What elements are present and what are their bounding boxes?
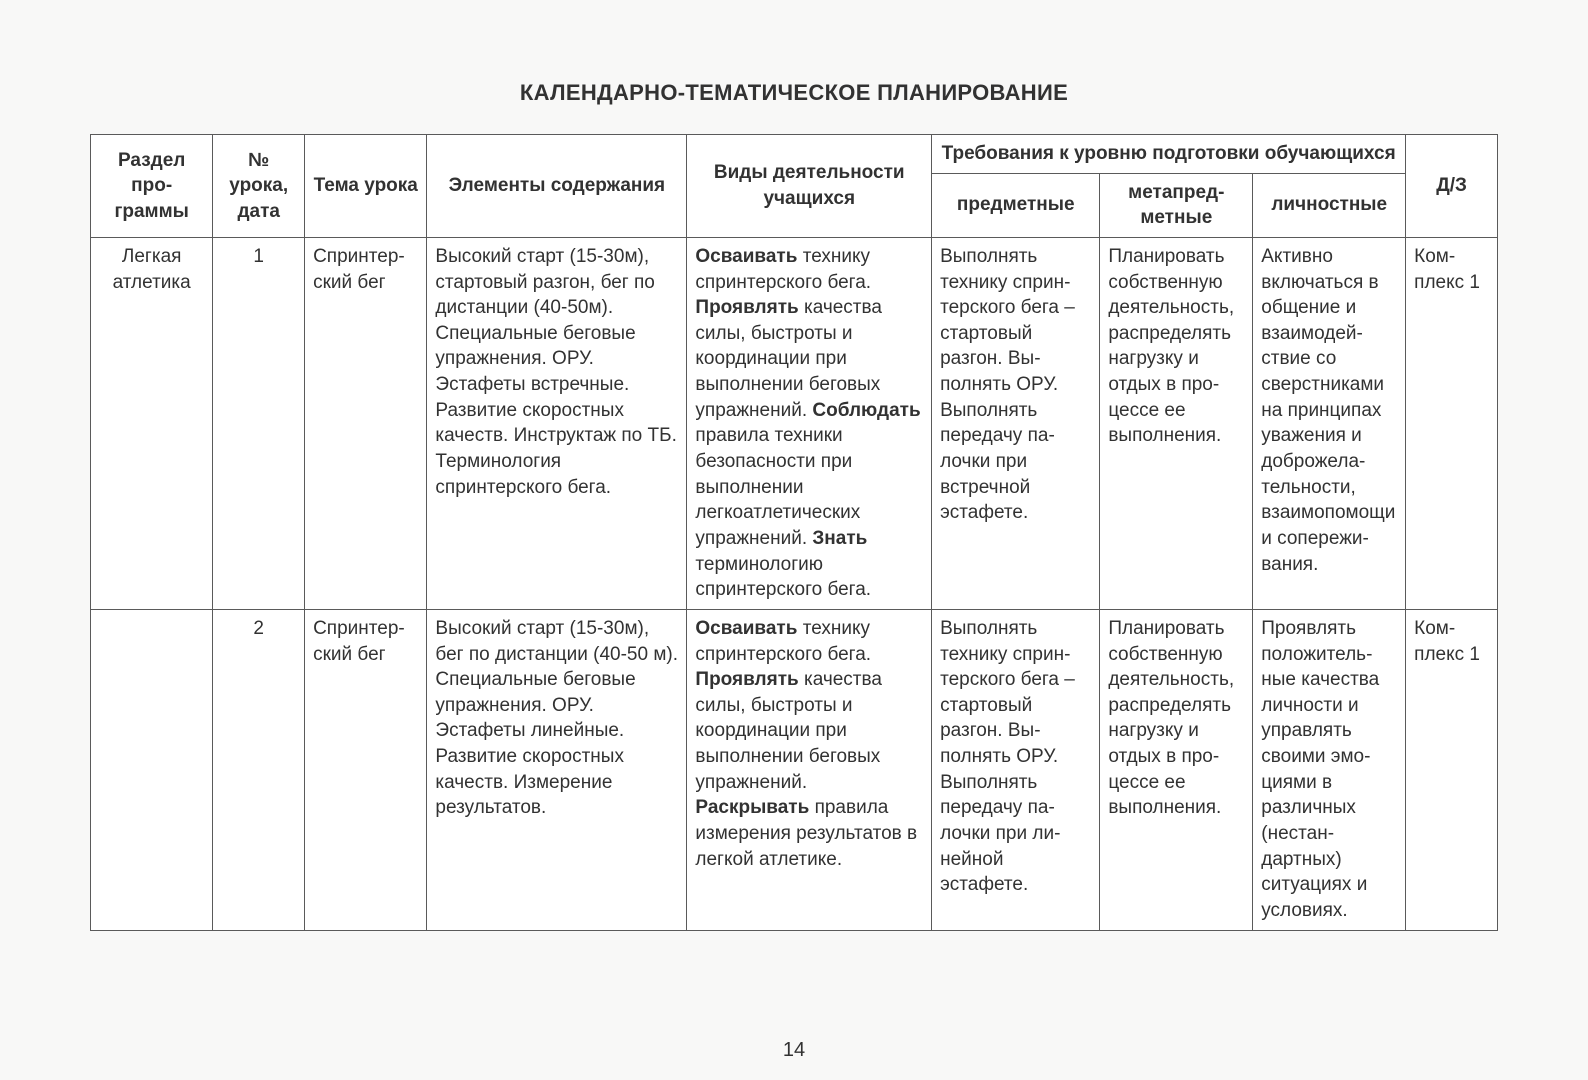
- cell-section: Легкая атлетика: [91, 237, 213, 609]
- th-elements: Элементы содержания: [427, 135, 687, 238]
- page-title: КАЛЕНДАРНО-ТЕМАТИЧЕСКОЕ ПЛАНИРОВАНИЕ: [90, 80, 1498, 106]
- cell-personal: Активно включаться в общение и взаимодей…: [1253, 237, 1406, 609]
- th-section: Раздел про­граммы: [91, 135, 213, 238]
- th-req-group: Требования к уровню подготовки обучающих…: [932, 135, 1406, 174]
- table-body: Легкая атлетика 1 Спринтер­ский бег Высо…: [91, 237, 1498, 930]
- table-row: Легкая атлетика 1 Спринтер­ский бег Высо…: [91, 237, 1498, 609]
- th-activity: Виды деятельно­сти учащихся: [687, 135, 932, 238]
- table-header: Раздел про­граммы № урока, дата Тема уро…: [91, 135, 1498, 238]
- cell-subject: Выполнять технику сприн­терского бега – …: [932, 609, 1100, 930]
- cell-topic: Спринтер­ский бег: [305, 609, 427, 930]
- cell-dz: Ком­плекс 1: [1406, 237, 1498, 609]
- cell-num: 1: [213, 237, 305, 609]
- cell-activity: Осваивать технику спринтерского бега. Пр…: [687, 237, 932, 609]
- cell-section: [91, 609, 213, 930]
- cell-dz: Ком­плекс 1: [1406, 609, 1498, 930]
- cell-topic: Спринтер­ский бег: [305, 237, 427, 609]
- th-subject: предметные: [932, 173, 1100, 237]
- cell-meta: Планировать собственную деятель­ность, р…: [1100, 237, 1253, 609]
- cell-elements: Высокий старт (15-30м), бег по дистанции…: [427, 609, 687, 930]
- plan-table: Раздел про­граммы № урока, дата Тема уро…: [90, 134, 1498, 931]
- cell-meta: Планировать собственную деятель­ность, р…: [1100, 609, 1253, 930]
- cell-personal: Проявлять положитель­ные качества личнос…: [1253, 609, 1406, 930]
- th-personal: личност­ные: [1253, 173, 1406, 237]
- cell-subject: Выполнять технику сприн­терского бега – …: [932, 237, 1100, 609]
- table-header-row-1: Раздел про­граммы № урока, дата Тема уро…: [91, 135, 1498, 174]
- th-dz: Д/З: [1406, 135, 1498, 238]
- table-row: 2 Спринтер­ский бег Высокий старт (15-30…: [91, 609, 1498, 930]
- th-num: № урока, дата: [213, 135, 305, 238]
- cell-activity: Осваивать технику спринтерского бега. Пр…: [687, 609, 932, 930]
- cell-num: 2: [213, 609, 305, 930]
- page-number: 14: [0, 1039, 1588, 1062]
- th-meta: метапред­метные: [1100, 173, 1253, 237]
- th-topic: Тема урока: [305, 135, 427, 238]
- cell-elements: Высокий старт (15-30м), стартовый разгон…: [427, 237, 687, 609]
- document-page: КАЛЕНДАРНО-ТЕМАТИЧЕСКОЕ ПЛАНИРОВАНИЕ Раз…: [0, 0, 1588, 1080]
